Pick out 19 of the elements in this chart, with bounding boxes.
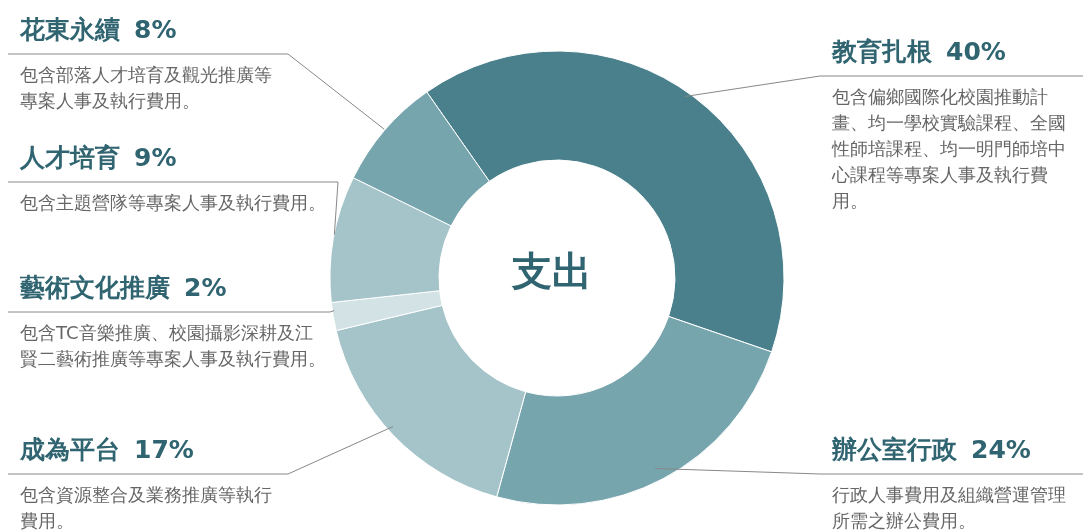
text: 包含偏鄉國際化校園推動計畫、均一學校實驗課程、全國性師培課程、均一明門師培中心課程等專案人事及執行費用。 [832, 85, 1067, 213]
data-label: 40% [946, 37, 1006, 66]
text: 包含資源整合及業務推廣等執行費用。 [20, 483, 273, 532]
text: 包含部落人才培育及觀光推廣等專案人事及執行費用。 [20, 63, 273, 113]
text: 支出 [511, 247, 593, 296]
slice-label: 教育扎根 [832, 37, 932, 66]
slice-label: 花東永續 [20, 15, 120, 44]
slice-label: 藝術文化推廣 [20, 273, 170, 302]
data-label: 24% [971, 435, 1031, 464]
slice-label: 辦公室行政 [832, 435, 957, 464]
data-label: 2% [184, 273, 227, 302]
data-label: 8% [134, 15, 177, 44]
text: 包含TC音樂推廣、校園攝影深耕及江賢二藝術推廣等專案人事及執行費用。 [20, 321, 327, 371]
data-label: 17% [134, 435, 194, 464]
slice-label: 人才培育 [20, 143, 120, 172]
text: 行政人事費用及組織營運管理所需之辦公費用。 [832, 483, 1067, 532]
slice-label: 成為平台 [20, 435, 120, 464]
text: 包含主題營隊等專案人事及執行費用。 [20, 191, 327, 215]
data-label: 9% [134, 143, 177, 172]
